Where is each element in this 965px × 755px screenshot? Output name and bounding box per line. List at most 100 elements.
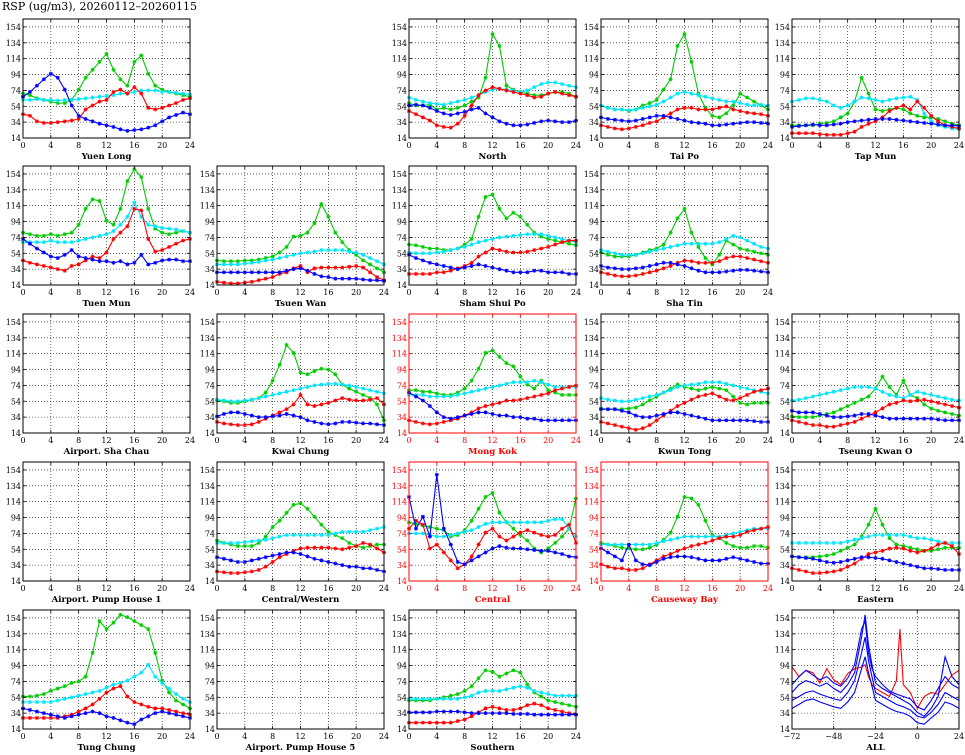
data-point (354, 252, 359, 257)
data-point (661, 246, 666, 251)
data-point (497, 400, 502, 405)
data-point (626, 119, 631, 124)
data-point (319, 274, 324, 279)
data-point (497, 706, 502, 711)
data-point (894, 400, 899, 405)
data-point (567, 703, 572, 708)
data-point (146, 627, 151, 632)
data-point (943, 418, 948, 423)
data-point (462, 265, 467, 270)
data-point (546, 244, 551, 249)
data-point (703, 270, 708, 275)
station-label: Tsuen Wan (275, 299, 327, 309)
data-point (270, 378, 275, 383)
data-point (539, 418, 544, 423)
data-point (270, 270, 275, 275)
data-point (504, 381, 509, 386)
data-point (810, 540, 815, 545)
data-point (333, 398, 338, 403)
data-point (567, 554, 572, 559)
data-point (817, 571, 822, 576)
data-point (675, 216, 680, 221)
data-point (619, 424, 624, 429)
data-point (333, 276, 338, 281)
data-point (221, 398, 226, 403)
data-point (525, 270, 530, 275)
y-tick-label: 114 (392, 55, 407, 64)
data-point (41, 263, 46, 268)
data-point (675, 43, 680, 48)
data-point (125, 224, 130, 229)
data-point (560, 82, 565, 87)
data-point (518, 415, 523, 420)
data-point (612, 398, 617, 403)
data-point (462, 695, 467, 700)
data-point (525, 122, 530, 127)
data-point (943, 545, 948, 550)
plot-frame (216, 609, 385, 730)
data-point (181, 238, 186, 243)
data-point (111, 260, 116, 265)
y-tick-label: 114 (200, 202, 215, 211)
data-point (525, 416, 530, 421)
data-point (256, 270, 261, 275)
data-point (263, 534, 268, 539)
data-point (845, 404, 850, 409)
data-point (483, 88, 488, 93)
data-point (69, 263, 74, 268)
data-point (55, 714, 60, 719)
data-point (745, 558, 750, 563)
data-point (532, 378, 537, 383)
data-point (929, 113, 934, 118)
data-point (153, 107, 158, 112)
data-point (710, 558, 715, 563)
x-tick-label: 16 (129, 584, 139, 593)
data-point (413, 696, 418, 701)
data-point (887, 558, 892, 563)
x-tick-label: 4 (242, 436, 247, 445)
x-tick-label: 0 (20, 732, 25, 741)
data-point (97, 256, 102, 261)
data-point (675, 243, 680, 248)
data-point (866, 96, 871, 101)
data-point (118, 127, 123, 132)
data-point (469, 107, 474, 112)
data-point (901, 532, 906, 537)
data-point (249, 569, 254, 574)
y-tick-label: 34 (397, 265, 407, 274)
data-point (745, 248, 750, 253)
data-point (560, 236, 565, 241)
data-point (724, 236, 729, 241)
data-point (943, 396, 948, 401)
data-point (511, 534, 516, 539)
data-point (894, 532, 899, 537)
data-point (469, 518, 474, 523)
data-point (441, 550, 446, 555)
y-tick-label: 14 (205, 577, 215, 586)
x-tick-label: −24 (867, 732, 884, 741)
data-point (291, 502, 296, 507)
data-point (612, 566, 617, 571)
data-point (354, 398, 359, 403)
data-point (605, 105, 610, 110)
data-point (469, 684, 474, 689)
data-point (668, 530, 673, 535)
data-point (525, 88, 530, 93)
data-point (497, 383, 502, 388)
data-point (661, 556, 666, 561)
data-point (228, 410, 233, 415)
data-point (511, 398, 516, 403)
data-point (640, 103, 645, 108)
data-point (256, 538, 261, 543)
data-point (111, 222, 116, 227)
y-tick-label: 114 (392, 202, 407, 211)
data-point (560, 240, 565, 245)
data-point (48, 120, 53, 125)
data-point (368, 421, 373, 426)
data-point (908, 392, 913, 397)
data-point (675, 548, 680, 553)
data-point (796, 131, 801, 136)
data-point (83, 706, 88, 711)
data-point (810, 556, 815, 561)
